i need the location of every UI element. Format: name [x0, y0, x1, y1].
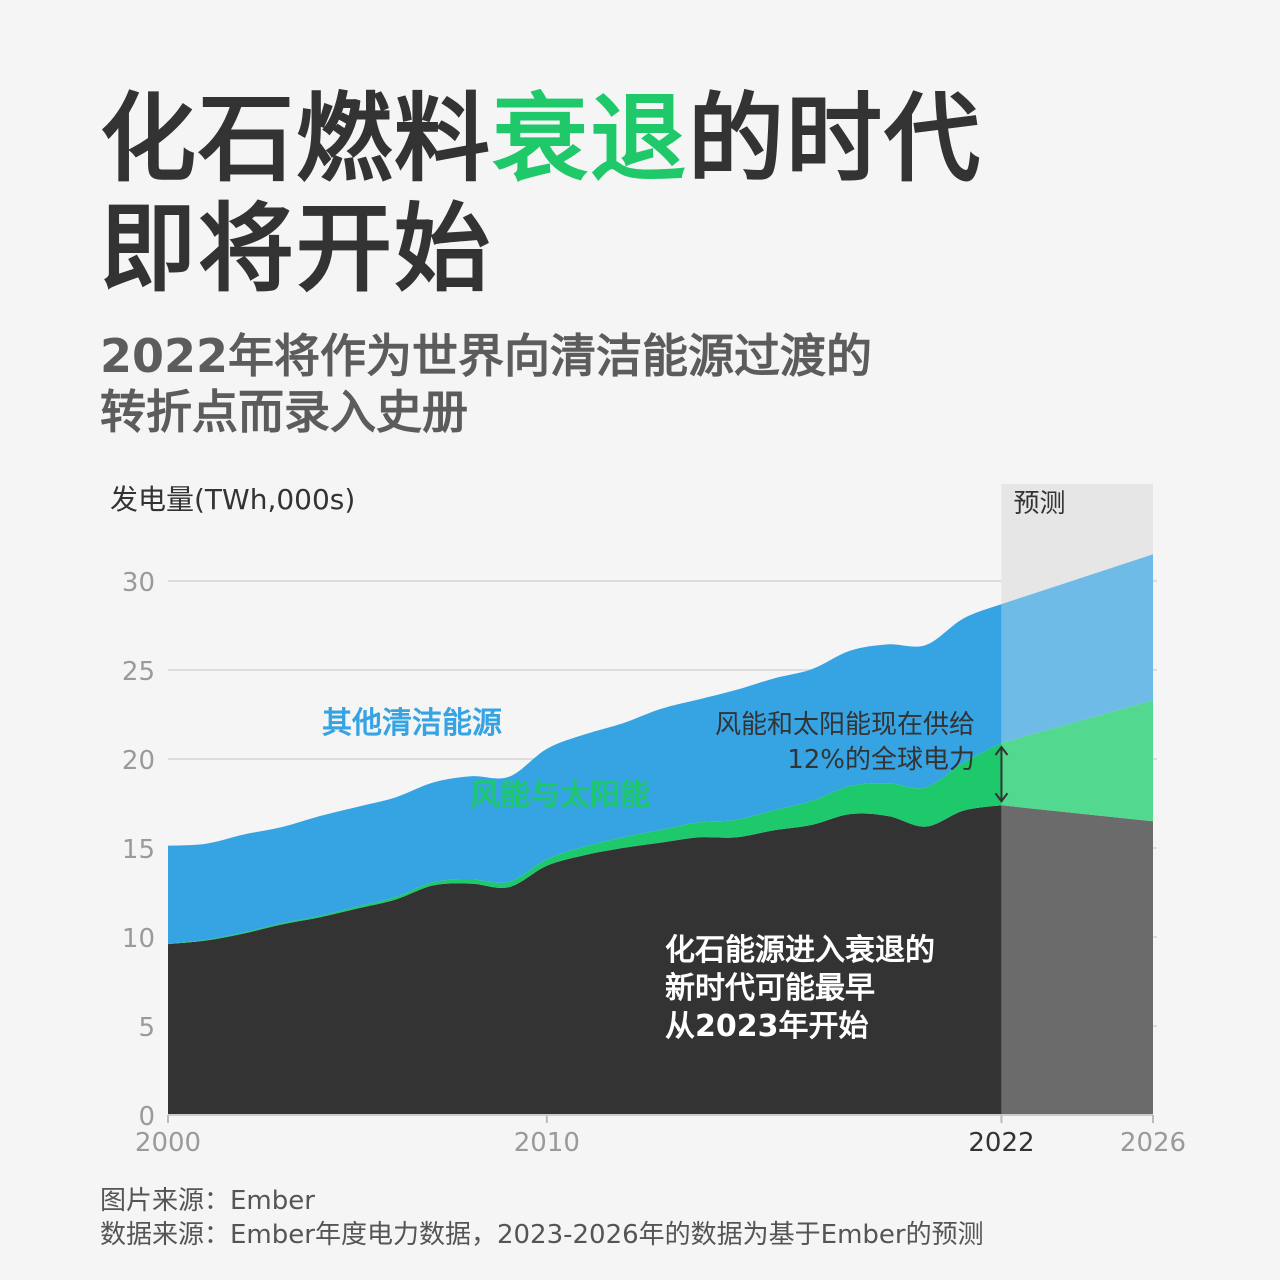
x-tick-label-2022: 2022: [968, 1128, 1034, 1158]
label-share-line-1: 风能和太阳能现在供给: [715, 710, 975, 740]
x-tick-label-2026: 2026: [1120, 1128, 1186, 1158]
area-other-clean: [168, 604, 1002, 944]
label-fossil-line-1: 化石能源进入衰退的: [665, 933, 935, 968]
title-line-1: 化石燃料衰退的时代: [100, 84, 982, 194]
title-part-2: 的时代: [688, 83, 982, 195]
label-share-line-2: 12%的全球电力: [787, 745, 975, 775]
label-fossil-line-3: 从2023年开始: [665, 1009, 869, 1044]
data-source: 数据来源：Ember年度电力数据，2023-2026年的数据为基于Ember的预…: [100, 1220, 984, 1250]
page-title: 化石燃料衰退的时代 即将开始: [100, 84, 982, 304]
area-fossil: [168, 805, 1002, 1115]
subtitle-line-1: 2022年将作为世界向清洁能源过渡的: [100, 329, 873, 383]
forecast-area-other-clean: [1001, 554, 1153, 743]
y-tick-label-25: 25: [122, 657, 155, 687]
y-tick-label-15: 15: [122, 835, 155, 865]
y-tick-label-5: 5: [138, 1013, 155, 1043]
chart-areas: [168, 604, 1002, 1115]
y-tick-label-30: 30: [122, 568, 155, 598]
x-tick-label-2000: 2000: [135, 1128, 201, 1158]
share-arrow-head-bottom: [994, 792, 1009, 803]
image-source: 图片来源：Ember: [100, 1186, 315, 1216]
forecast-band: 预测: [1001, 484, 1153, 1115]
forecast-area-fossil: [1001, 805, 1153, 1115]
forecast-area-wind-solar: [1001, 700, 1153, 822]
y-tick-label-0: 0: [138, 1102, 155, 1132]
forecast-label: 预测: [1013, 489, 1065, 519]
subtitle-line-2: 转折点而录入史册: [100, 385, 468, 439]
y-tick-label-20: 20: [122, 746, 155, 776]
title-part-1: 化石燃料: [100, 83, 492, 195]
label-fossil-line-2: 新时代可能最早: [665, 971, 875, 1006]
y-axis-label: 发电量(TWh,000s): [110, 483, 356, 516]
page-subtitle: 2022年将作为世界向清洁能源过渡的 转折点而录入史册: [100, 328, 872, 440]
title-line-2: 即将开始: [100, 193, 492, 305]
axes: 2000 2010 2022 2026 0 5 10 15 20 25 30: [122, 568, 1186, 1158]
footer: 图片来源：Ember 数据来源：Ember年度电力数据，2023-2026年的数…: [100, 1184, 984, 1252]
x-tick-label-2010: 2010: [514, 1128, 580, 1158]
label-other-clean: 其他清洁能源: [322, 706, 502, 741]
label-wind-solar: 风能与太阳能: [470, 778, 650, 813]
share-arrow-head-top: [994, 745, 1009, 756]
title-highlight: 衰退: [492, 83, 688, 195]
y-tick-label-10: 10: [122, 924, 155, 954]
